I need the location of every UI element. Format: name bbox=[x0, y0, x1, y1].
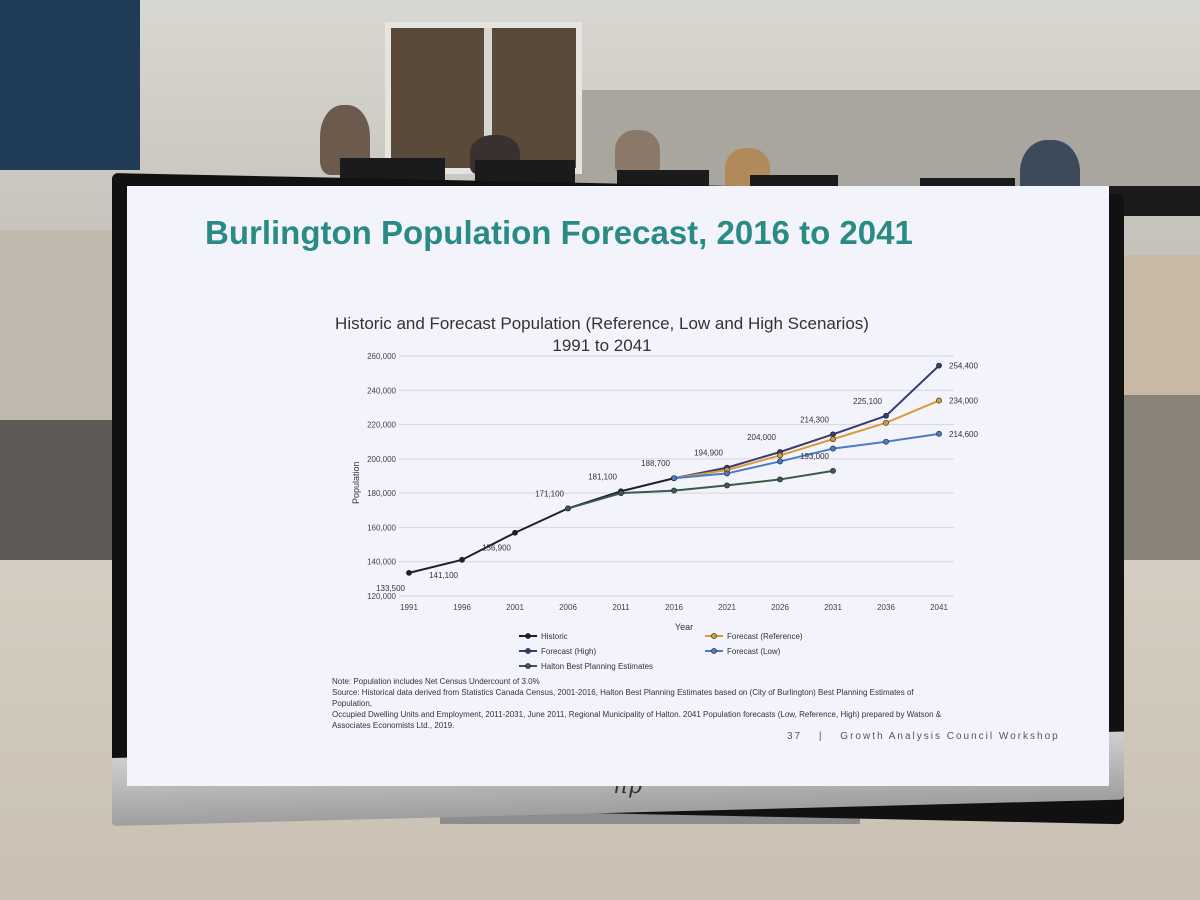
y-tick-label: 260,000 bbox=[367, 352, 396, 361]
data-label: 193,000 bbox=[800, 452, 829, 461]
data-label: 181,100 bbox=[588, 472, 617, 481]
x-tick-label: 1996 bbox=[453, 603, 471, 612]
footer-separator: | bbox=[818, 731, 824, 742]
note-line: Associates Economists Ltd., 2019. bbox=[332, 721, 455, 730]
data-point-historic bbox=[512, 529, 518, 536]
series-line-historic bbox=[408, 477, 675, 574]
y-axis-label: Population bbox=[351, 461, 361, 504]
data-label: 171,100 bbox=[535, 489, 564, 498]
data-label: 254,400 bbox=[949, 362, 978, 371]
page-number: 37 bbox=[787, 731, 803, 742]
data-point-low bbox=[883, 438, 889, 445]
left-desk bbox=[0, 230, 125, 450]
data-point-reference bbox=[830, 436, 836, 443]
x-axis-label: Year bbox=[675, 622, 693, 632]
data-point-reference bbox=[777, 452, 783, 459]
data-point-low bbox=[777, 458, 783, 465]
x-tick-label: 2001 bbox=[506, 603, 524, 612]
window-divider bbox=[484, 28, 492, 168]
footer-text: Growth Analysis Council Workshop bbox=[840, 731, 1060, 742]
data-point-halton bbox=[724, 482, 730, 489]
data-label: 194,900 bbox=[694, 449, 723, 458]
chart-title: Historic and Forecast Population (Refere… bbox=[335, 314, 869, 333]
legend-marker-halton bbox=[525, 663, 531, 669]
series-line-low bbox=[673, 432, 940, 480]
x-tick-label: 2036 bbox=[877, 603, 895, 612]
y-tick-label: 120,000 bbox=[367, 592, 396, 601]
legend-label: Forecast (High) bbox=[541, 647, 596, 656]
note-line: Occupied Dwelling Units and Employment, … bbox=[332, 710, 942, 719]
y-tick-label: 240,000 bbox=[367, 386, 396, 395]
data-point-halton bbox=[830, 467, 836, 474]
data-label: 214,300 bbox=[800, 415, 829, 424]
x-tick-label: 2016 bbox=[665, 603, 683, 612]
note-line: Note: Population includes Net Census Und… bbox=[332, 677, 540, 686]
y-tick-label: 140,000 bbox=[367, 558, 396, 567]
data-label: 225,100 bbox=[853, 397, 882, 406]
slide-title: Burlington Population Forecast, 2016 to … bbox=[205, 214, 913, 251]
data-point-halton bbox=[777, 476, 783, 483]
data-point-high bbox=[830, 431, 836, 438]
data-label: 214,600 bbox=[949, 430, 978, 439]
population-line-chart: 120,000 140,000 160,000 180,000 200,000 220,0… bbox=[351, 352, 978, 671]
x-tick-label: 2041 bbox=[930, 603, 948, 612]
data-point-historic bbox=[459, 556, 465, 563]
legend-marker-high bbox=[525, 648, 531, 654]
data-point-halton bbox=[565, 505, 571, 512]
data-label: 188,700 bbox=[641, 459, 670, 468]
data-label: 156,900 bbox=[482, 544, 511, 553]
y-tick-label: 220,000 bbox=[367, 421, 396, 430]
chart-subtitle: 1991 to 2041 bbox=[552, 336, 652, 355]
data-point-low bbox=[830, 445, 836, 452]
y-tick-label: 160,000 bbox=[367, 523, 396, 532]
data-point-high bbox=[883, 412, 889, 419]
right-desk bbox=[1115, 255, 1200, 395]
x-tick-label: 2006 bbox=[559, 603, 577, 612]
data-point-low bbox=[671, 475, 677, 482]
council-member-3 bbox=[615, 130, 660, 175]
data-label: 204,000 bbox=[747, 433, 776, 442]
legend-marker-reference bbox=[711, 633, 717, 639]
x-tick-label: 1991 bbox=[400, 603, 418, 612]
x-tick-label: 2011 bbox=[612, 603, 630, 612]
series-line-halton bbox=[567, 469, 834, 510]
legend-marker-historic bbox=[525, 633, 531, 639]
y-tick-label: 180,000 bbox=[367, 489, 396, 498]
legend-label: Forecast (Low) bbox=[727, 647, 781, 656]
series-line-high bbox=[673, 364, 940, 480]
data-label: 141,100 bbox=[429, 571, 458, 580]
data-point-high bbox=[936, 362, 942, 369]
data-point-reference bbox=[936, 397, 942, 404]
data-label: 234,000 bbox=[949, 397, 978, 406]
series-line-reference bbox=[673, 399, 940, 480]
x-tick-label: 2026 bbox=[771, 603, 789, 612]
legend-marker-low bbox=[711, 648, 717, 654]
monitor-screen: Burlington Population Forecast, 2016 to … bbox=[127, 186, 1109, 786]
data-point-historic bbox=[406, 569, 412, 576]
data-label: 133,500 bbox=[376, 584, 405, 593]
legend-label: Forecast (Reference) bbox=[727, 632, 803, 641]
data-point-low bbox=[724, 470, 730, 477]
x-tick-label: 2031 bbox=[824, 603, 842, 612]
y-tick-label: 200,000 bbox=[367, 455, 396, 464]
source-note: Note: Population includes Net Census Und… bbox=[332, 676, 952, 731]
data-point-reference bbox=[883, 419, 889, 426]
legend-label: Halton Best Planning Estimates bbox=[541, 662, 653, 671]
note-line: Source: Historical data derived from Sta… bbox=[332, 688, 914, 708]
x-tick-label: 2021 bbox=[718, 603, 736, 612]
data-point-halton bbox=[618, 490, 624, 497]
legend-label: Historic bbox=[541, 632, 568, 641]
slide-footer: 37 | Growth Analysis Council Workshop bbox=[787, 731, 1060, 742]
data-point-low bbox=[936, 430, 942, 437]
blue-wall-panel bbox=[0, 0, 140, 170]
data-point-halton bbox=[671, 487, 677, 494]
